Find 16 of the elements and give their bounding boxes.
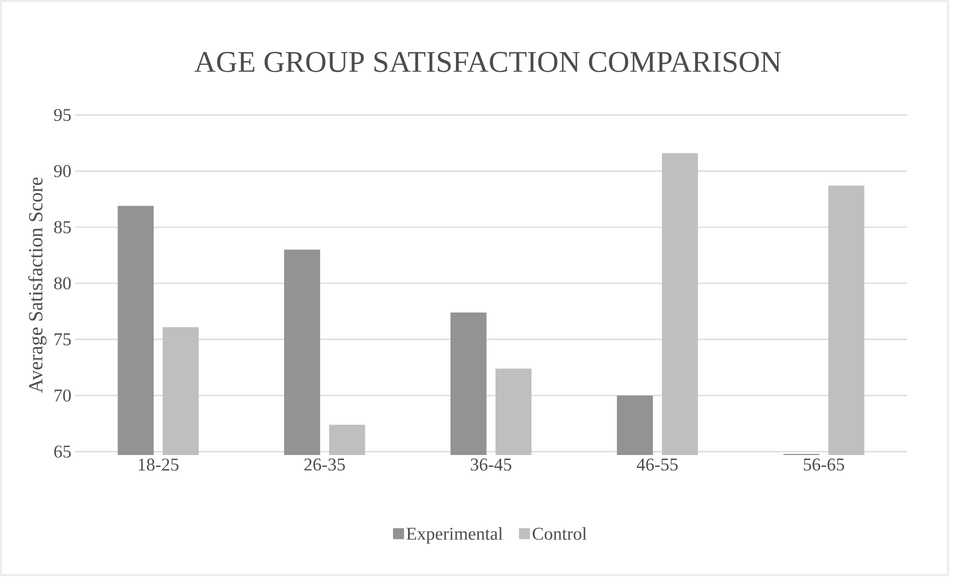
- x-tick-label: 18-25: [138, 458, 178, 471]
- y-tick-label: 75: [54, 333, 71, 346]
- chart-title: AGE GROUP SATISFACTION COMPARISON: [194, 52, 782, 72]
- x-tick-label: 26-35: [304, 458, 345, 471]
- y-tick-label: 85: [54, 221, 71, 234]
- y-tick-label: 80: [54, 277, 71, 290]
- y-axis-title: Average Satisfaction Score: [28, 178, 47, 393]
- x-tick-label: 36-45: [470, 458, 512, 471]
- y-tick-label: 90: [54, 165, 71, 178]
- x-tick-label: 56-65: [804, 458, 844, 471]
- x-tick-label: 46-55: [636, 458, 678, 471]
- legend-label: Control: [532, 527, 587, 540]
- y-tick-label: 95: [54, 108, 71, 122]
- y-tick-label: 70: [54, 389, 71, 402]
- y-tick-label: 65: [54, 446, 71, 458]
- legend-label: Experimental: [406, 527, 503, 544]
